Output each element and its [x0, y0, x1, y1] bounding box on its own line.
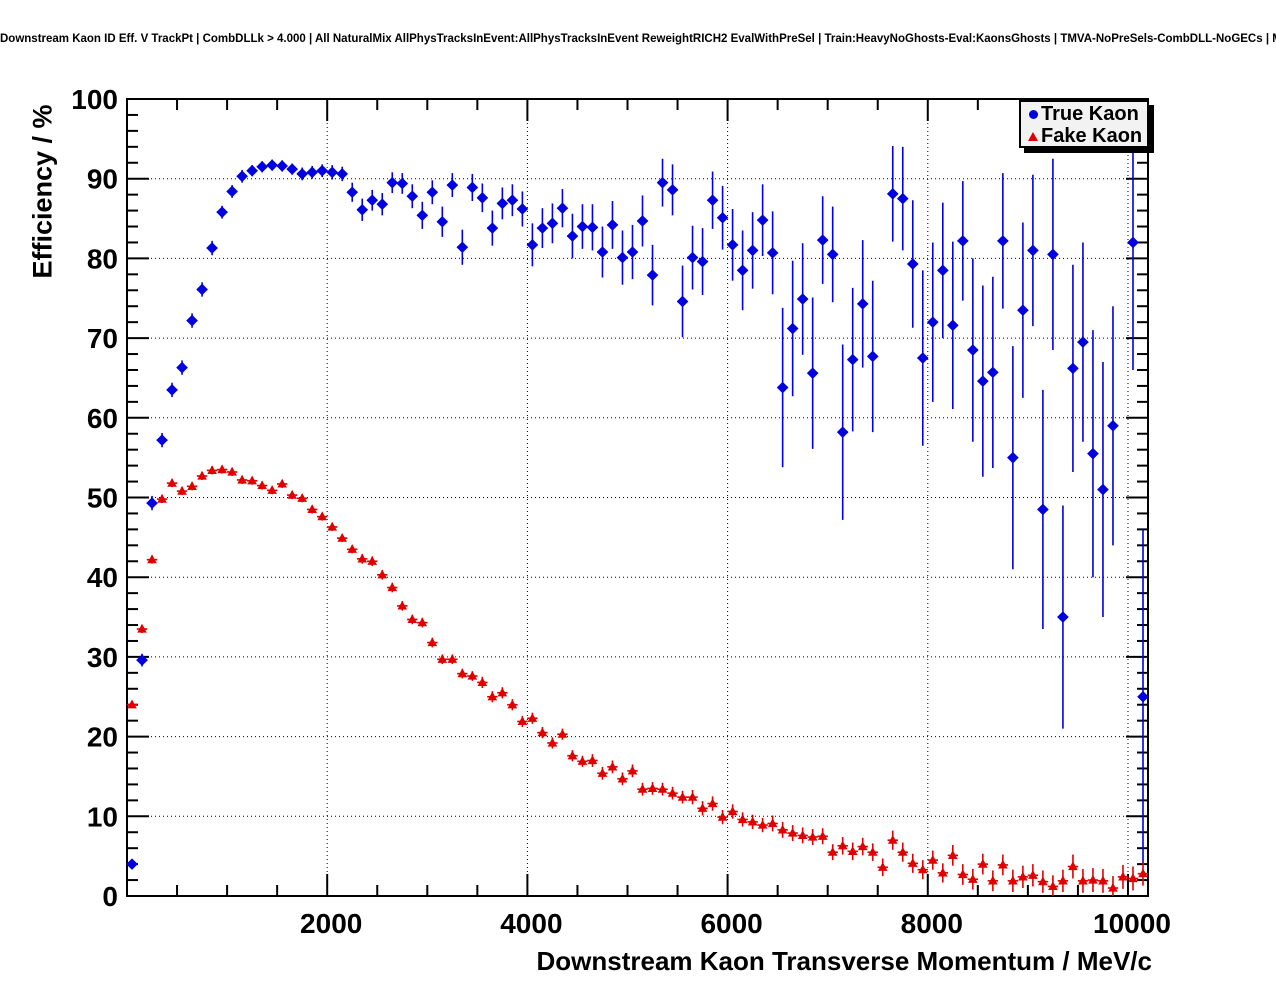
legend-label: Fake Kaon — [1041, 125, 1143, 147]
true-kaon-marker-icon — [1025, 109, 1041, 119]
series-true-kaon — [126, 114, 1149, 870]
page-title: Downstream Kaon ID Eff. V TrackPt | Comb… — [0, 33, 1276, 45]
x-axis-title: Downstream Kaon Transverse Momentum / Me… — [536, 946, 1152, 976]
svg-text:70: 70 — [87, 323, 118, 354]
legend-label: True Kaon — [1041, 103, 1139, 125]
y-tick-labels: 0 10 20 30 40 50 60 70 80 90 100 — [71, 84, 118, 912]
svg-text:30: 30 — [87, 642, 118, 673]
svg-text:2000: 2000 — [300, 908, 362, 939]
svg-text:6000: 6000 — [700, 908, 762, 939]
svg-text:50: 50 — [87, 483, 118, 514]
legend-item-fake-kaon: Fake Kaon — [1025, 125, 1147, 147]
svg-text:100: 100 — [71, 84, 118, 115]
plot-frame — [126, 98, 1149, 897]
axis-ticks — [126, 98, 1148, 897]
svg-text:10000: 10000 — [1093, 908, 1171, 939]
series-fake-kaon — [126, 464, 1149, 896]
svg-text:40: 40 — [87, 562, 118, 593]
svg-text:4000: 4000 — [500, 908, 562, 939]
svg-text:90: 90 — [87, 164, 118, 195]
svg-text:10: 10 — [87, 801, 118, 832]
svg-text:80: 80 — [87, 243, 118, 274]
svg-text:20: 20 — [87, 722, 118, 753]
y-axis-title: Efficiency / % — [27, 104, 58, 279]
legend-item-true-kaon: True Kaon — [1025, 103, 1147, 125]
grid — [127, 99, 1148, 896]
svg-text:60: 60 — [87, 403, 118, 434]
svg-text:8000: 8000 — [901, 908, 963, 939]
fake-kaon-marker-icon — [1025, 131, 1041, 141]
legend: True Kaon Fake Kaon — [1019, 100, 1149, 148]
x-tick-labels: 2000 4000 6000 8000 10000 — [300, 908, 1171, 939]
svg-text:0: 0 — [102, 881, 118, 912]
